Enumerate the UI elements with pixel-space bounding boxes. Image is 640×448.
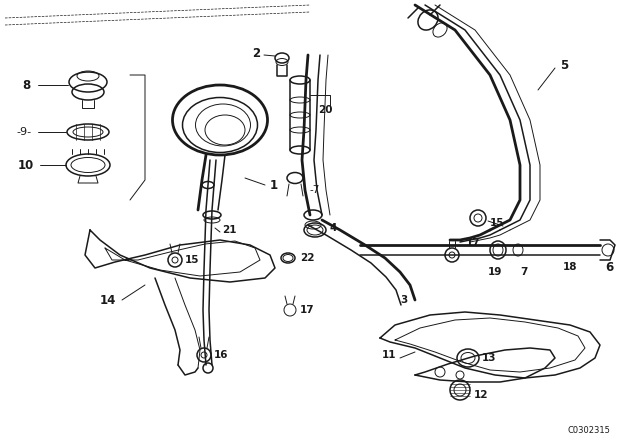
Text: -9-: -9-: [16, 127, 31, 137]
Text: 3: 3: [400, 295, 407, 305]
Text: 11: 11: [382, 350, 397, 360]
Text: 18: 18: [563, 262, 577, 272]
Text: 15: 15: [185, 255, 200, 265]
Text: 10: 10: [18, 159, 35, 172]
Text: 22: 22: [300, 253, 314, 263]
Text: 12: 12: [474, 390, 488, 400]
Text: 4: 4: [329, 223, 337, 233]
Text: 20: 20: [318, 105, 333, 115]
Text: 1: 1: [270, 178, 278, 191]
Text: 5: 5: [560, 59, 568, 72]
Text: 14: 14: [100, 293, 116, 306]
Text: 17: 17: [466, 238, 481, 248]
Text: 2: 2: [252, 47, 260, 60]
Text: 15: 15: [490, 218, 504, 228]
Text: 8: 8: [22, 78, 30, 91]
Text: 13: 13: [482, 353, 497, 363]
Text: 7: 7: [520, 267, 527, 277]
Text: 16: 16: [214, 350, 228, 360]
Text: 6: 6: [605, 260, 613, 273]
Text: C0302315: C0302315: [567, 426, 610, 435]
Text: -7: -7: [310, 185, 321, 195]
Text: 19: 19: [488, 267, 502, 277]
Text: 17: 17: [300, 305, 315, 315]
Text: 21: 21: [222, 225, 237, 235]
